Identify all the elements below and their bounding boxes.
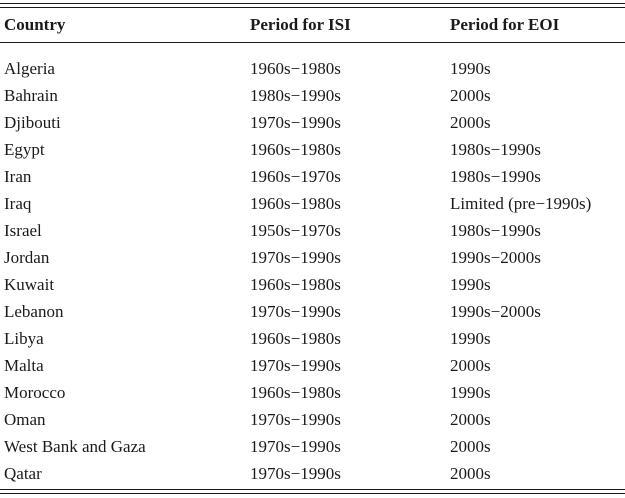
cell-isi: 1970s−1990s (250, 113, 341, 132)
cell-isi: 1970s−1990s (250, 437, 341, 456)
cell-country: Iran (4, 167, 32, 186)
header-period-isi: Period for ISI (250, 15, 351, 34)
cell-eoi: 1990s (450, 59, 491, 78)
cell-eoi: 1990s (450, 383, 491, 402)
table-row: Iraq 1960s−1980s Limited (pre−1990s) (0, 190, 625, 217)
cell-eoi: 1980s−1990s (450, 221, 541, 240)
cell-country: Kuwait (4, 275, 55, 294)
table-row: Malta 1970s−1990s 2000s (0, 352, 625, 379)
table-row: Kuwait 1960s−1980s 1990s (0, 271, 625, 298)
table-row: Jordan 1970s−1990s 1990s−2000s (0, 244, 625, 271)
table-row: Qatar 1970s−1990s 2000s (0, 460, 625, 487)
cell-eoi: 1990s−2000s (450, 302, 541, 321)
cell-isi: 1960s−1980s (250, 329, 341, 348)
cell-isi: 1960s−1980s (250, 194, 341, 213)
bottom-rule-inner (0, 489, 625, 490)
table-row: Bahrain 1980s−1990s 2000s (0, 82, 625, 109)
top-rule-outer (0, 3, 625, 4)
cell-isi: 1960s−1980s (250, 140, 341, 159)
cell-country: Djibouti (4, 113, 61, 132)
table-row: Libya 1960s−1980s 1990s (0, 325, 625, 352)
top-rule-inner (0, 7, 625, 8)
cell-eoi: 2000s (450, 464, 491, 483)
cell-country: West Bank and Gaza (4, 437, 146, 456)
table-row: Egypt 1960s−1980s 1980s−1990s (0, 136, 625, 163)
cell-country: Oman (4, 410, 46, 429)
header-country: Country (4, 15, 66, 34)
cell-country: Libya (4, 329, 44, 348)
cell-isi: 1960s−1970s (250, 167, 341, 186)
cell-isi: 1970s−1990s (250, 356, 341, 375)
header-rule (0, 42, 625, 43)
table-row: Djibouti 1970s−1990s 2000s (0, 109, 625, 136)
table-row: Iran 1960s−1970s 1980s−1990s (0, 163, 625, 190)
cell-isi: 1960s−1980s (250, 383, 341, 402)
cell-eoi: 2000s (450, 356, 491, 375)
cell-country: Malta (4, 356, 44, 375)
cell-isi: 1970s−1990s (250, 302, 341, 321)
cell-isi: 1980s−1990s (250, 86, 341, 105)
table-row: West Bank and Gaza 1970s−1990s 2000s (0, 433, 625, 460)
cell-country: Bahrain (4, 86, 58, 105)
bottom-rule-outer (0, 493, 625, 494)
cell-isi: 1950s−1970s (250, 221, 341, 240)
cell-country: Lebanon (4, 302, 64, 321)
cell-isi: 1970s−1990s (250, 410, 341, 429)
cell-eoi: 2000s (450, 437, 491, 456)
cell-country: Jordan (4, 248, 50, 267)
cell-eoi: 2000s (450, 113, 491, 132)
cell-country: Morocco (4, 383, 66, 402)
table-row: Israel 1950s−1970s 1980s−1990s (0, 217, 625, 244)
cell-country: Iraq (4, 194, 32, 213)
cell-eoi: 1980s−1990s (450, 167, 541, 186)
table-row: Morocco 1960s−1980s 1990s (0, 379, 625, 406)
cell-country: Algeria (4, 59, 55, 78)
cell-country: Egypt (4, 140, 45, 159)
cell-eoi: Limited (pre−1990s) (450, 194, 592, 213)
cell-eoi: 1990s (450, 329, 491, 348)
cell-isi: 1970s−1990s (250, 464, 341, 483)
cell-eoi: 2000s (450, 410, 491, 429)
cell-isi: 1970s−1990s (250, 248, 341, 267)
table-header: Country Period for ISI Period for EOI (0, 11, 625, 38)
cell-isi: 1960s−1980s (250, 275, 341, 294)
cell-isi: 1960s−1980s (250, 59, 341, 78)
cell-country: Israel (4, 221, 42, 240)
table-row: Lebanon 1970s−1990s 1990s−2000s (0, 298, 625, 325)
cell-eoi: 1990s (450, 275, 491, 294)
cell-eoi: 2000s (450, 86, 491, 105)
cell-country: Qatar (4, 464, 42, 483)
table-row: Oman 1970s−1990s 2000s (0, 406, 625, 433)
cell-eoi: 1980s−1990s (450, 140, 541, 159)
table-row: Algeria 1960s−1980s 1990s (0, 55, 625, 82)
cell-eoi: 1990s−2000s (450, 248, 541, 267)
header-period-eoi: Period for EOI (450, 15, 560, 34)
